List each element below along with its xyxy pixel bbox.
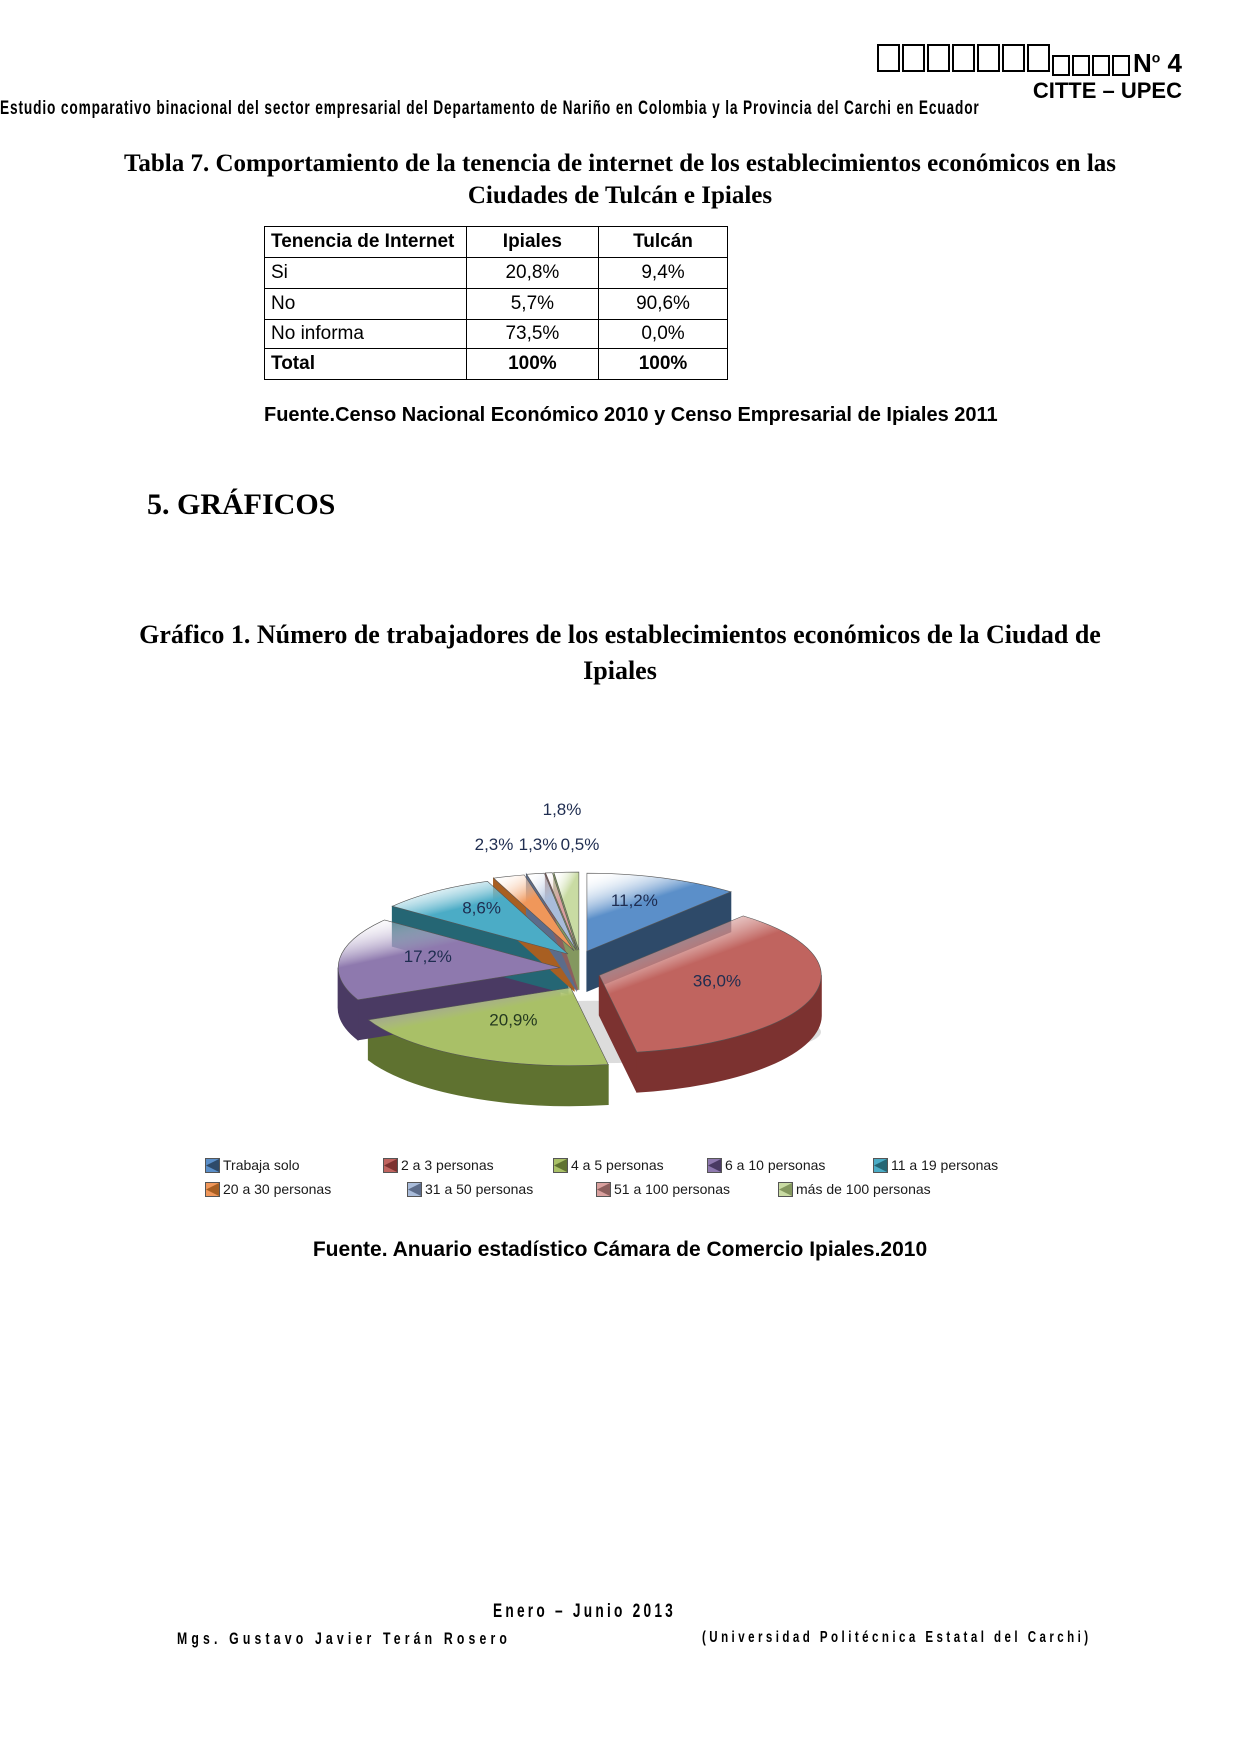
svg-text:2,3%: 2,3% (475, 835, 514, 854)
svg-text:20,9%: 20,9% (489, 1011, 537, 1030)
svg-text:11,2%: 11,2% (611, 891, 658, 910)
svg-text:8,6%: 8,6% (462, 898, 501, 917)
svg-text:0,5%: 0,5% (561, 835, 600, 854)
svg-text:17,2%: 17,2% (404, 947, 452, 966)
svg-text:36,0%: 36,0% (693, 972, 741, 991)
svg-text:1,3%: 1,3% (519, 835, 558, 854)
svg-text:1,8%: 1,8% (543, 800, 582, 819)
